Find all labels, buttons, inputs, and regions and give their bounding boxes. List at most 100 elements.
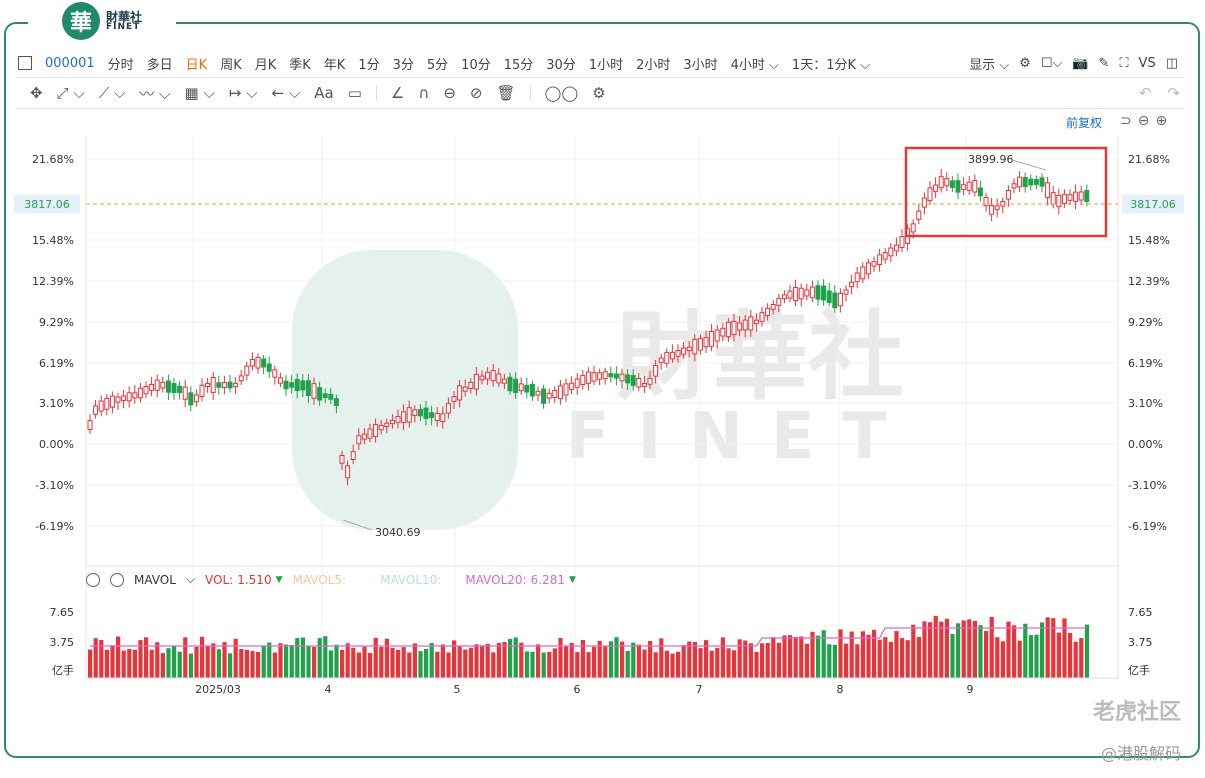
drawing-tool-icon[interactable]: 〰 ⌵ bbox=[139, 84, 171, 103]
volume-bar bbox=[603, 646, 608, 678]
volume-bar bbox=[1062, 618, 1067, 678]
candle-body bbox=[266, 363, 272, 372]
volume-bar bbox=[681, 645, 686, 678]
tab-period[interactable]: 多日 bbox=[146, 57, 173, 73]
sidebar-toggle-icon[interactable] bbox=[18, 56, 32, 70]
volume-bar bbox=[446, 652, 451, 678]
camera-icon[interactable]: 📷 bbox=[1072, 55, 1089, 71]
candle-body bbox=[277, 377, 283, 384]
drawing-tool-icon[interactable]: ⟋ ⌵ bbox=[98, 84, 126, 102]
fullscreen-icon[interactable]: ⛶ bbox=[1119, 55, 1129, 71]
drawing-tool-icon[interactable]: ⊘ bbox=[469, 84, 483, 102]
panel-icon[interactable]: ◫ bbox=[1165, 55, 1178, 71]
display-dropdown[interactable]: 显示 ⌵ bbox=[969, 57, 1010, 73]
price-tick-label: 21.68% bbox=[32, 153, 74, 166]
high-label: 3899.96 bbox=[968, 153, 1014, 166]
candle-body bbox=[1061, 193, 1067, 204]
candle-body bbox=[1022, 177, 1028, 187]
candle-body bbox=[507, 376, 513, 392]
tab-period[interactable]: 10分 bbox=[461, 57, 491, 73]
candle-body bbox=[171, 383, 177, 393]
tab-period[interactable]: 30分 bbox=[546, 57, 576, 73]
drawing-tool-icon[interactable]: ∩ bbox=[418, 84, 430, 102]
drawing-tool-icon[interactable]: ⚙ bbox=[592, 84, 606, 102]
volume-bar bbox=[849, 631, 854, 678]
candle-body bbox=[1033, 179, 1039, 185]
tab-period[interactable]: 周K bbox=[220, 57, 242, 73]
volume-bar bbox=[597, 640, 602, 678]
time-tick-label: 6 bbox=[574, 683, 581, 696]
volume-tick-label: 7.65 bbox=[50, 606, 75, 619]
kline-setting[interactable]: 1天：1分K ⌵ bbox=[791, 57, 870, 73]
candle-body bbox=[753, 319, 759, 325]
volume-bar bbox=[541, 652, 546, 678]
candle-body bbox=[104, 397, 110, 410]
tab-period[interactable]: 2小时 bbox=[636, 57, 671, 73]
vs-button[interactable]: VS bbox=[1138, 55, 1156, 71]
volume-bar bbox=[1073, 641, 1078, 678]
volume-bar bbox=[715, 647, 720, 678]
drawing-tool-icon[interactable]: ✥ bbox=[30, 84, 43, 102]
drawing-tool-icon[interactable]: ← ⌵ bbox=[271, 84, 301, 102]
tab-period[interactable]: 年K bbox=[323, 57, 346, 73]
tab-period[interactable]: 3小时 bbox=[683, 57, 718, 73]
drawing-tool-icon[interactable]: ▦ ⌵ bbox=[184, 84, 215, 102]
candle-body bbox=[720, 327, 726, 337]
pen-icon[interactable]: ✎ bbox=[1098, 55, 1110, 71]
tab-period[interactable]: 4小时 ⌵ bbox=[730, 57, 779, 73]
tab-period[interactable]: 1小时 bbox=[588, 57, 624, 73]
zoom-out-icon[interactable]: ⊖ bbox=[1137, 113, 1150, 129]
drawing-tool-icon[interactable]: ⤢ ⌵ bbox=[56, 84, 85, 102]
reset-icon[interactable]: ⊃ bbox=[1120, 113, 1132, 129]
drawing-tool-icon[interactable]: ↦ ⌵ bbox=[228, 84, 258, 102]
candle-body bbox=[865, 262, 871, 275]
price-tick-label: -3.10% bbox=[1128, 479, 1167, 492]
settings-icon[interactable]: ⚙ bbox=[1019, 55, 1031, 71]
drawing-tool-icon[interactable]: ▭ bbox=[347, 84, 362, 102]
tab-period[interactable]: 分时 bbox=[107, 57, 134, 73]
tab-period[interactable]: 季K bbox=[289, 57, 311, 73]
volume-bar bbox=[485, 643, 490, 678]
volume-bar bbox=[816, 635, 821, 678]
drawing-tool-icon[interactable]: ◯◯ bbox=[544, 84, 579, 102]
settings-icon[interactable] bbox=[86, 572, 100, 587]
drawing-tool-icon[interactable]: Aa bbox=[314, 84, 334, 102]
candle-body bbox=[787, 290, 793, 299]
drawing-tool-icon[interactable]: 🗑 bbox=[496, 84, 516, 102]
high-pointer bbox=[1011, 159, 1047, 171]
volume-bar bbox=[748, 643, 753, 678]
tab-period[interactable]: 日K bbox=[185, 57, 208, 73]
drawing-tool-icon[interactable]: ⊖ bbox=[443, 84, 456, 102]
volume-bar bbox=[412, 643, 417, 678]
volume-bar bbox=[379, 646, 384, 678]
stock-code[interactable]: 000001 bbox=[45, 55, 95, 71]
candle-body bbox=[87, 420, 93, 431]
adjust-mode[interactable]: 前复权 bbox=[1066, 116, 1103, 130]
chevron-down-icon[interactable]: ⌵ bbox=[185, 572, 196, 586]
tab-period[interactable]: 15分 bbox=[503, 57, 534, 73]
brand-logo-icon: 華 bbox=[62, 2, 100, 40]
tab-period[interactable]: 1分 bbox=[358, 57, 380, 73]
tab-period[interactable]: 5分 bbox=[426, 57, 449, 73]
redo-icon[interactable]: ↷ bbox=[1167, 84, 1180, 102]
price-tick-label: 9.29% bbox=[1128, 316, 1163, 329]
zoom-in-icon[interactable]: ⊕ bbox=[1155, 113, 1168, 129]
candle-body bbox=[591, 372, 597, 382]
candle-body bbox=[742, 319, 748, 331]
time-tick-label: 4 bbox=[325, 683, 332, 696]
volume-bar bbox=[278, 643, 283, 678]
volume-header: MAVOL ⌵ VOL: 1.510 ▼ MAVOL5: MAVOL10: MA… bbox=[86, 572, 576, 587]
volume-bar bbox=[127, 648, 132, 678]
layout-icon[interactable]: ☐⌵ bbox=[1040, 55, 1063, 71]
tab-period[interactable]: 月K bbox=[254, 57, 277, 73]
volume-bar bbox=[295, 638, 300, 678]
drawing-tool-icon[interactable]: ∠ bbox=[390, 84, 405, 102]
candle-body bbox=[697, 338, 703, 351]
candle-body bbox=[821, 285, 827, 301]
close-icon[interactable] bbox=[110, 572, 124, 587]
undo-icon[interactable]: ↶ bbox=[1138, 84, 1152, 102]
divider bbox=[529, 85, 531, 101]
indicator-name[interactable]: MAVOL bbox=[134, 572, 176, 587]
tab-period[interactable]: 3分 bbox=[392, 57, 414, 73]
